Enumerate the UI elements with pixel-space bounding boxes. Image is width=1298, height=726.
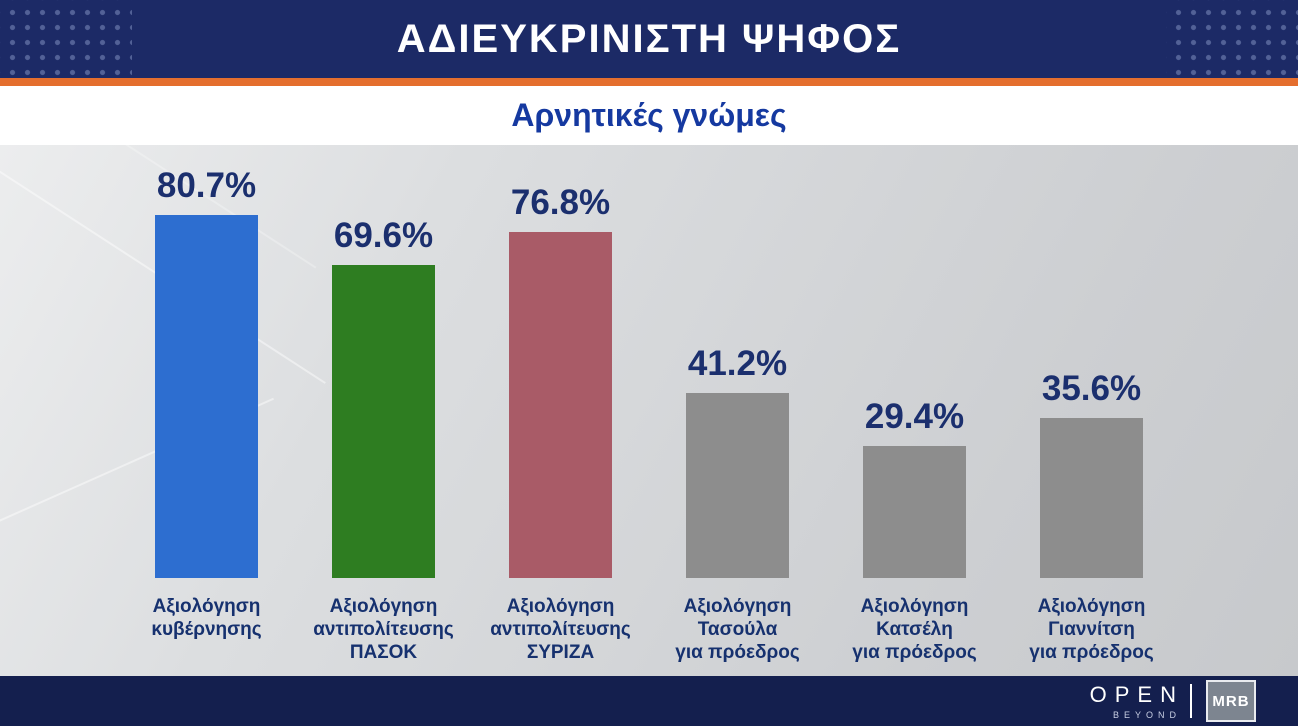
dot-pattern-left xyxy=(0,0,132,78)
mrb-logo: MRB xyxy=(1206,680,1256,722)
bar xyxy=(863,445,966,578)
bar-column: 35.6% Αξιολόγηση Γιαννίτση για πρόεδρος xyxy=(1003,145,1180,665)
bar-category-label: Αξιολόγηση Τασούλα για πρόεδρος xyxy=(675,596,800,664)
accent-divider xyxy=(0,78,1298,86)
open-logo-subtext: BEYOND xyxy=(1112,710,1181,720)
footer: OPEN BEYOND MRB xyxy=(0,676,1298,726)
bar-zone: 80.7% xyxy=(118,145,295,578)
bar-zone: 41.2% xyxy=(649,145,826,578)
bar-category-label: Αξιολόγηση αντιπολίτευσης ΠΑΣΟΚ xyxy=(313,596,454,664)
bar xyxy=(155,214,258,578)
bar-column: 80.7% Αξιολόγηση κυβέρνησης xyxy=(118,145,295,665)
bar-zone: 29.4% xyxy=(826,145,1003,578)
open-logo-text: OPEN xyxy=(1089,682,1184,707)
bar-zone: 76.8% xyxy=(472,145,649,578)
bar xyxy=(332,264,435,578)
bar-column: 69.6% Αξιολόγηση αντιπολίτευσης ΠΑΣΟΚ xyxy=(295,145,472,665)
chart-subtitle: Αρνητικές γνώμες xyxy=(511,97,787,133)
bar-value-label: 80.7% xyxy=(156,165,257,205)
bar-value-label: 41.2% xyxy=(687,343,788,383)
bar-category-label: Αξιολόγηση αντιπολίτευσης ΣΥΡΙΖΑ xyxy=(490,596,631,664)
bar-column: 41.2% Αξιολόγηση Τασούλα για πρόεδρος xyxy=(649,145,826,665)
bars: 80.7% Αξιολόγηση κυβέρνησης 69.6% Αξιολόγησ… xyxy=(0,145,1298,665)
bar-value-label: 69.6% xyxy=(333,215,434,255)
bar-column: 29.4% Αξιολόγηση Κατσέλη για πρόεδρος xyxy=(826,145,1003,665)
bar-category-label: Αξιολόγηση κυβέρνησης xyxy=(151,596,262,641)
bar xyxy=(1040,417,1143,578)
open-logo: OPEN BEYOND xyxy=(1090,682,1176,720)
page-title: ΑΔΙΕΥΚΡΙΝΙΣΤΗ ΨΗΦΟΣ xyxy=(396,16,902,61)
bar-column: 76.8% Αξιολόγηση αντιπολίτευσης ΣΥΡΙΖΑ xyxy=(472,145,649,665)
bar xyxy=(509,232,612,578)
bar-value-label: 35.6% xyxy=(1041,368,1142,408)
dot-pattern-right xyxy=(1166,0,1298,78)
bar-value-label: 29.4% xyxy=(864,396,965,436)
bar-zone: 69.6% xyxy=(295,145,472,578)
chart-area: 80.7% Αξιολόγηση κυβέρνησης 69.6% Αξιολόγησ… xyxy=(0,145,1298,676)
bar-category-label: Αξιολόγηση Κατσέλη για πρόεδρος xyxy=(852,596,977,664)
subtitle-band: Αρνητικές γνώμες xyxy=(0,86,1298,145)
bar-zone: 35.6% xyxy=(1003,145,1180,578)
bar-value-label: 76.8% xyxy=(510,183,611,223)
logo-divider xyxy=(1190,684,1192,718)
bar-category-label: Αξιολόγηση Γιαννίτση για πρόεδρος xyxy=(1029,596,1154,664)
header: ΑΔΙΕΥΚΡΙΝΙΣΤΗ ΨΗΦΟΣ xyxy=(0,0,1298,78)
bar xyxy=(686,392,789,578)
